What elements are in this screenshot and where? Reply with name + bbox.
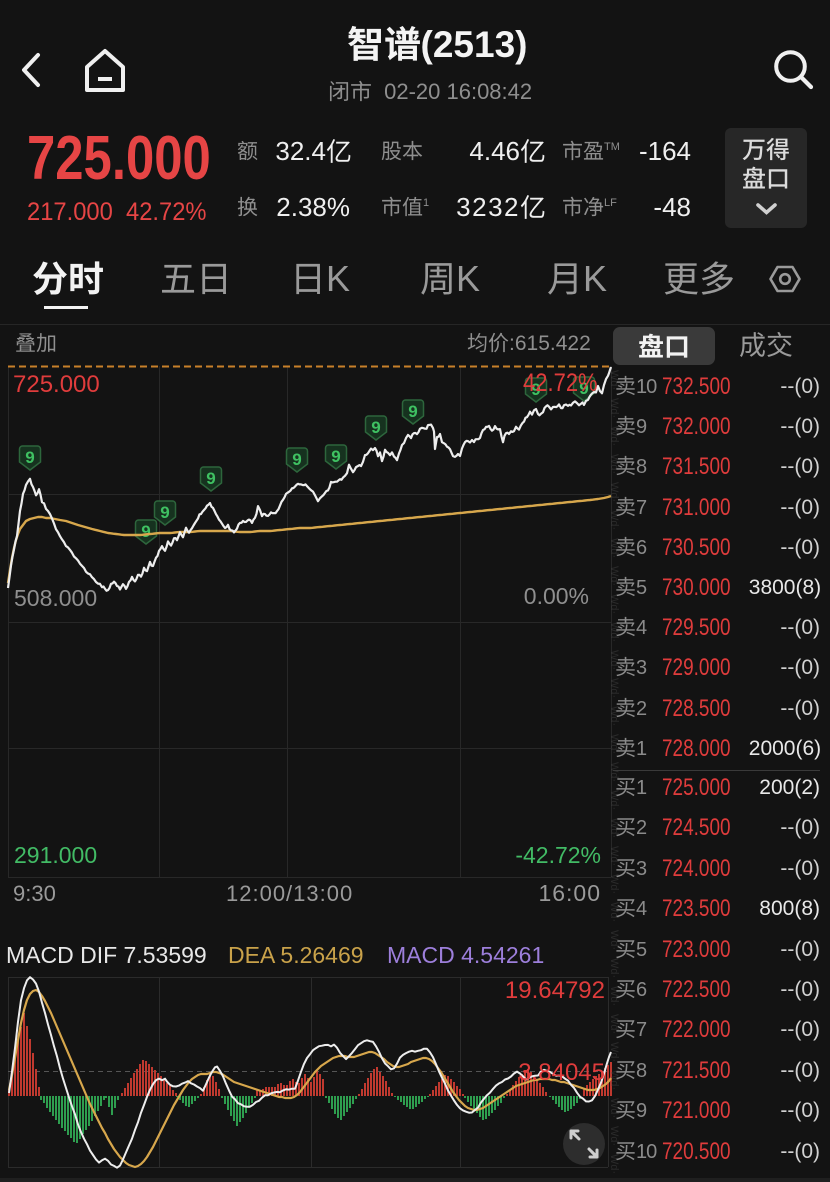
svg-text:Wd·: Wd· (608, 846, 620, 866)
svg-text:9: 9 (25, 448, 34, 467)
svg-text:Wd·: Wd· (608, 678, 620, 698)
svg-text:9: 9 (371, 418, 380, 437)
svg-text:Wd·: Wd· (608, 1042, 620, 1062)
svg-text:Wd·: Wd· (608, 398, 620, 418)
svg-text:Wd·: Wd· (608, 1126, 620, 1146)
svg-text:9: 9 (408, 402, 417, 421)
svg-text:9: 9 (579, 379, 588, 398)
svg-text:Wd·: Wd· (608, 958, 620, 978)
svg-text:Wd·: Wd· (608, 762, 620, 782)
svg-text:Wd·: Wd· (608, 566, 620, 586)
svg-text:Wd·: Wd· (608, 1098, 620, 1118)
svg-text:9: 9 (141, 522, 150, 541)
svg-text:Wd·: Wd· (608, 482, 620, 502)
svg-text:Wd·: Wd· (608, 930, 620, 950)
svg-text:Wd·: Wd· (608, 594, 620, 614)
svg-text:Wd·: Wd· (608, 622, 620, 642)
svg-text:9: 9 (160, 503, 169, 522)
svg-text:Wd·: Wd· (608, 1070, 620, 1090)
svg-text:9: 9 (292, 450, 301, 469)
svg-text:Wd·: Wd· (608, 426, 620, 446)
svg-text:Wd·: Wd· (608, 734, 620, 754)
svg-text:Wd·: Wd· (608, 370, 620, 390)
svg-text:Wd·: Wd· (608, 1014, 620, 1034)
svg-text:Wd·: Wd· (608, 818, 620, 838)
svg-text:Wd·: Wd· (608, 874, 620, 894)
svg-text:Wd·: Wd· (608, 650, 620, 670)
svg-text:9: 9 (206, 469, 215, 488)
svg-text:9: 9 (331, 447, 340, 466)
svg-text:9: 9 (531, 380, 540, 399)
